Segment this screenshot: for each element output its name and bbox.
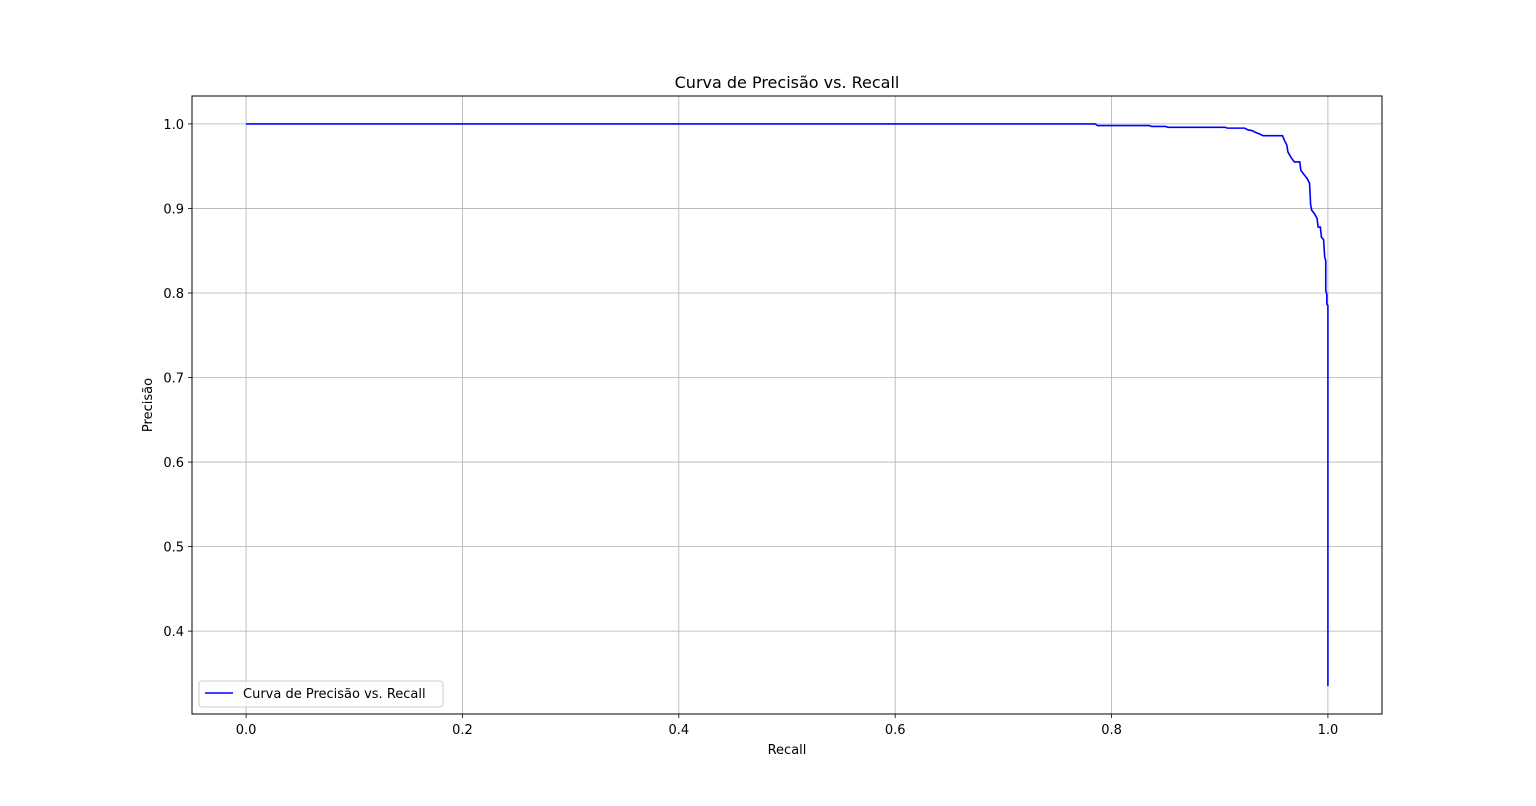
y-tick-label: 0.9 bbox=[163, 202, 184, 217]
x-axis-label: Recall bbox=[768, 743, 807, 758]
chart-title: Curva de Precisão vs. Recall bbox=[675, 73, 900, 92]
x-tick-label: 0.8 bbox=[1101, 723, 1122, 738]
y-tick-label: 1.0 bbox=[163, 118, 184, 133]
x-tick-label: 0.2 bbox=[452, 723, 473, 738]
plot-area-frame bbox=[191, 95, 1383, 715]
y-axis-label: Precisão bbox=[141, 378, 156, 432]
y-tick-label: 0.8 bbox=[163, 287, 184, 302]
y-tick-label: 0.7 bbox=[163, 372, 184, 387]
legend: Curva de Precisão vs. Recall bbox=[198, 680, 444, 708]
series-layer bbox=[246, 123, 1329, 687]
x-tick-label: 0.6 bbox=[885, 723, 906, 738]
grid-layer bbox=[192, 96, 1382, 714]
y-tick-label: 0.6 bbox=[163, 456, 184, 471]
y-tick-label: 0.4 bbox=[163, 625, 184, 640]
tick-layer: 0.0 0.2 0.4 0.6 0.8 1.0 0.4 0.5 0.6 0.7 0.8 0.9 1.0 bbox=[163, 118, 1338, 738]
legend-box bbox=[198, 680, 444, 708]
x-tick-label: 1.0 bbox=[1318, 723, 1339, 738]
legend-series-label: Curva de Precisão vs. Recall bbox=[243, 687, 426, 702]
x-tick-label: 0.0 bbox=[236, 723, 257, 738]
series-line-precision-recall bbox=[246, 123, 1329, 687]
y-tick-label: 0.5 bbox=[163, 541, 184, 556]
x-tick-label: 0.4 bbox=[668, 723, 689, 738]
